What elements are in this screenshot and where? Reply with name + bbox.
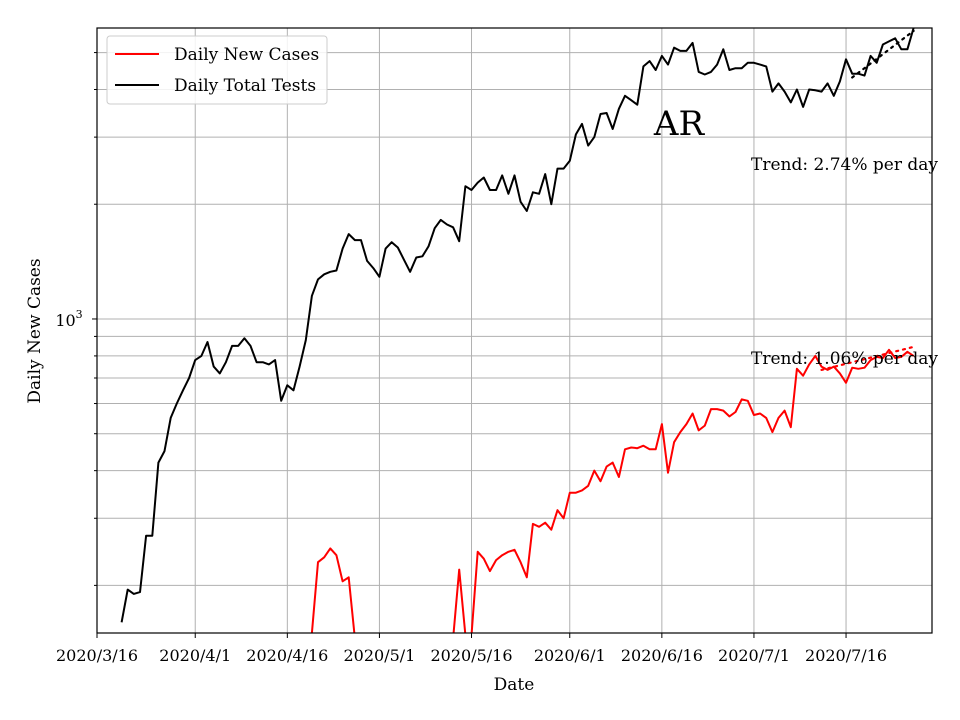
y-axis-label: Daily New Cases [25,258,45,403]
x-tick-label: 2020/4/16 [246,646,328,665]
x-tick-label: 2020/3/16 [56,646,138,665]
x-tick-label: 2020/7/16 [805,646,887,665]
trend-line-daily-total-tests [851,29,915,79]
series-line-daily-new-cases [310,348,915,633]
legend-label-tests: Daily Total Tests [174,76,316,96]
plot-area [120,28,915,633]
x-tick-label: 2020/6/1 [534,646,606,665]
trend-line-daily-new-cases [820,345,915,371]
legend-box [106,35,328,105]
cases-trend-label: Trend: 1.06% per day [751,349,938,369]
x-tick-label: 2020/5/16 [430,646,512,665]
state-annotation: AR [653,104,706,144]
trend-lines [820,29,915,371]
legend: Daily New Cases Daily Total Tests [106,35,328,105]
y-tick-label: 103 [55,308,82,330]
legend-label-cases: Daily New Cases [174,45,319,65]
x-axis-label: Date [494,675,535,695]
x-tick-label: 2020/6/16 [621,646,703,665]
x-tick-label: 2020/7/1 [718,646,790,665]
x-axis: 2020/3/16 2020/4/1 2020/4/16 2020/5/1 2020/5… [56,633,887,665]
series-line-daily-total-tests [120,28,915,623]
x-tick-label: 2020/4/1 [159,646,231,665]
grid [96,28,932,633]
plot-frame [96,27,933,634]
y-axis: 103 [55,52,97,586]
x-tick-label: 2020/5/1 [343,646,415,665]
tests-trend-label: Trend: 2.74% per day [751,155,938,175]
